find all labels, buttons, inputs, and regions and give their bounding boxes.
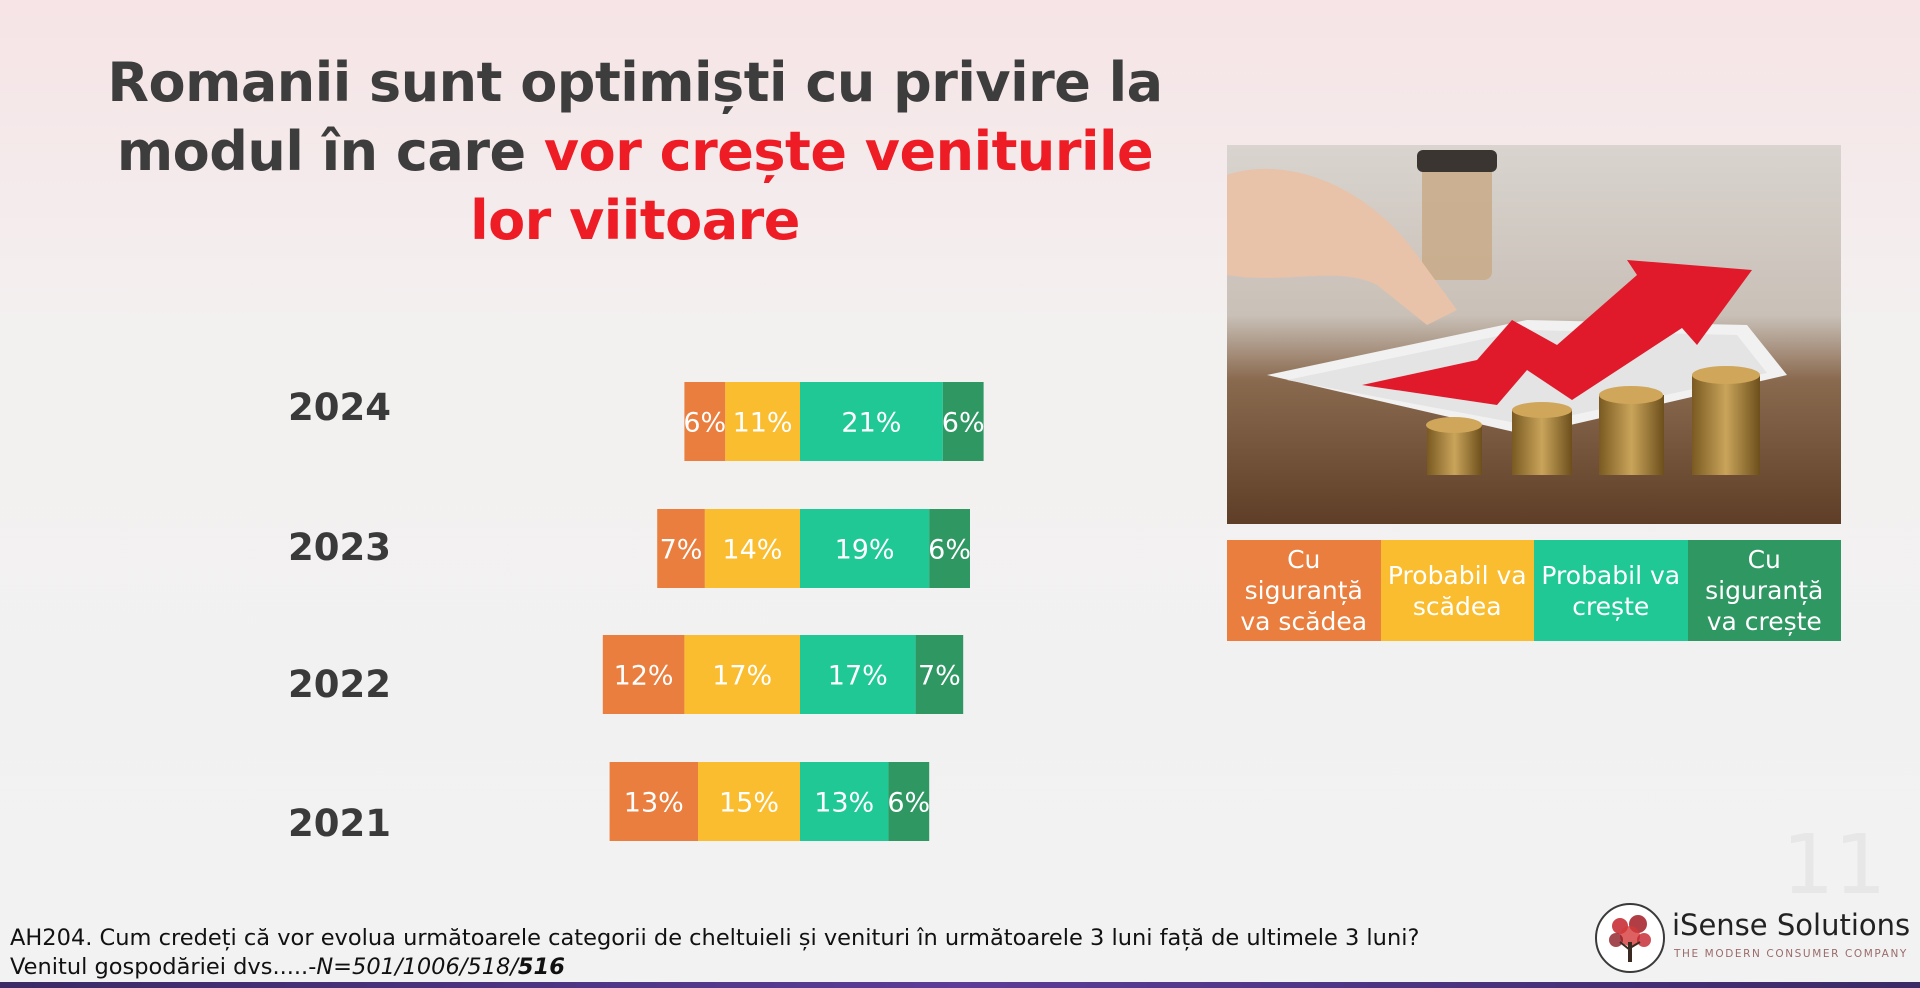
- footnote-prefix: Venitul gospodăriei dvs.....-: [10, 954, 317, 980]
- company-logo: iSense Solutions THE MODERN CONSUMER COM…: [1594, 900, 1912, 978]
- page-number: 11: [1782, 818, 1887, 913]
- bottom-accent-bar: [0, 982, 1920, 988]
- title-highlight: vor crește veniturile lor viitoare: [470, 120, 1154, 252]
- company-tagline: THE MODERN CONSUMER COMPANY: [1674, 948, 1908, 960]
- footnote-sample-sizes: N=501/1006/518/: [316, 954, 518, 980]
- bar-segment: [725, 382, 800, 461]
- bar-segment: [657, 509, 705, 588]
- company-name: iSense Solutions: [1672, 908, 1911, 942]
- bar-value-label: 12%: [614, 661, 674, 692]
- title-part1: Romanii sunt optimiști cu privire la mod…: [107, 51, 1163, 183]
- legend-item-probably-decrease: Probabil va scădea: [1380, 540, 1534, 641]
- bar-value-label: 17%: [828, 661, 888, 692]
- bar-segment: [609, 762, 698, 841]
- bar-segment: [602, 635, 685, 714]
- bar-value-label: 21%: [841, 408, 901, 439]
- page-title: Romanii sunt optimiști cu privire la mod…: [70, 48, 1200, 255]
- bar-segment: [800, 635, 916, 714]
- bar-segment: [684, 635, 800, 714]
- footnote-question: AH204. Cum credeți că vor evolua următoa…: [10, 925, 1420, 951]
- year-label-2021: 2021: [288, 802, 391, 845]
- bar-segment: [684, 382, 726, 461]
- year-label-2022: 2022: [288, 663, 391, 706]
- bar-value-label: 11%: [733, 408, 793, 439]
- footnote: AH204. Cum credeți că vor evolua următoa…: [10, 924, 1570, 982]
- year-label-2023: 2023: [288, 526, 391, 569]
- bar-value-label: 6%: [942, 408, 985, 439]
- bar-segment: [929, 509, 970, 588]
- bar-value-label: 7%: [918, 661, 961, 692]
- bar-value-label: 6%: [683, 408, 726, 439]
- bar-value-label: 19%: [835, 535, 895, 566]
- bar-segment: [704, 509, 800, 588]
- legend-item-probably-increase: Probabil va crește: [1534, 540, 1688, 641]
- bar-value-label: 6%: [887, 788, 930, 819]
- bar-segment: [915, 635, 964, 714]
- bar-value-label: 13%: [814, 788, 874, 819]
- coins-growth-photo: [1227, 145, 1841, 524]
- bar-segment: [800, 762, 889, 841]
- bar-segment: [698, 762, 800, 841]
- footnote-sample-size-current: 516: [517, 954, 565, 980]
- bar-segment: [888, 762, 930, 841]
- bar-value-label: 6%: [928, 535, 971, 566]
- bar-segment: [800, 509, 930, 588]
- bar-segment: [800, 382, 943, 461]
- stacked-bar-chart: 2024 11%6% 21% 6%2023 14%7% 19% 6%2022 17%12% 17…: [288, 382, 985, 845]
- tree-logo-icon: [1595, 903, 1665, 973]
- bar-value-label: 15%: [719, 788, 779, 819]
- bar-value-label: 17%: [712, 661, 772, 692]
- legend-item-definitely-decrease: Cu siguranță va scădea: [1227, 540, 1381, 641]
- bar-value-label: 14%: [722, 535, 782, 566]
- bar-value-label: 13%: [624, 788, 684, 819]
- legend-item-definitely-increase: Cu siguranță va crește: [1687, 540, 1841, 641]
- chart-legend: Cu siguranță va scădea Probabil va scăde…: [1227, 540, 1841, 641]
- bar-segment: [942, 382, 984, 461]
- year-label-2024: 2024: [288, 386, 391, 429]
- bar-value-label: 7%: [660, 535, 703, 566]
- footnote-sample: Venitul gospodăriei dvs.....-N=501/1006/…: [10, 953, 1570, 982]
